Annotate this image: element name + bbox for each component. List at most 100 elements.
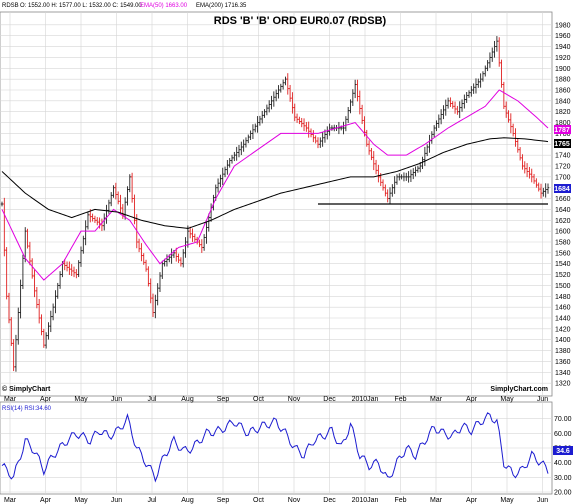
price-x-tick-label: Mar — [4, 396, 17, 403]
ohlc-bar — [121, 204, 125, 219]
ohlc-bar — [291, 92, 294, 114]
price-tick-label: 1340 — [555, 370, 571, 377]
price-tick-label: 1960 — [555, 33, 571, 40]
rsi-x-tick-label: May — [500, 497, 514, 504]
ohlc-bar — [442, 105, 445, 120]
ohlc-bar — [14, 334, 18, 372]
ohlc-bar — [511, 123, 515, 137]
ohlc-bar — [42, 328, 46, 348]
ohlc-bar — [274, 89, 278, 102]
price-tick-label: 1920 — [555, 55, 571, 62]
ohlc-bar — [72, 266, 76, 278]
ohlc-bar — [261, 110, 264, 124]
price-tick-label: 1980 — [555, 22, 571, 29]
ohlc-bar — [384, 184, 387, 197]
ohlc-bar — [26, 228, 29, 249]
ema200-value-box — [554, 139, 571, 148]
ohlc-bar — [226, 160, 229, 175]
ema50-value-box — [554, 125, 571, 134]
ohlc-bar — [193, 233, 197, 243]
rsi-tick-label: 40.00 — [554, 460, 572, 467]
ohlc-bar — [321, 132, 324, 147]
ohlc-bar — [342, 121, 345, 135]
ohlc-bar — [58, 271, 62, 289]
ohlc-bar — [470, 86, 473, 97]
ohlc-bar — [233, 151, 236, 162]
price-x-tick-label: Jun — [537, 396, 548, 403]
ohlc-bar — [242, 139, 245, 152]
ohlc-bar — [432, 125, 436, 138]
ohlc-bar — [539, 183, 543, 199]
ohlc-bars — [0, 36, 550, 372]
ohlc-bar — [219, 174, 222, 188]
price-x-tick-label: Apr — [466, 396, 478, 403]
chart-title: RDS 'B' 'B' ORD EUR0.07 (RDSB) — [214, 15, 387, 27]
price-tick-label: 1940 — [555, 44, 571, 51]
rsi-x-tick-label: 2010Jan — [352, 497, 379, 504]
ohlc-bar — [486, 60, 489, 72]
ohlc-bar — [319, 137, 322, 148]
ohlc-bar — [156, 283, 159, 306]
ohlc-bar — [235, 146, 238, 161]
rsi-x-tick-label: Feb — [394, 497, 406, 504]
ohlc-bar — [346, 106, 350, 123]
ohlc-bar — [3, 197, 6, 257]
ohlc-bar — [414, 166, 417, 177]
ohlc-bar — [91, 213, 94, 222]
ohlc-bar — [114, 182, 118, 200]
ohlc-bar — [398, 173, 401, 181]
ohlc-bar — [300, 117, 303, 128]
rsi-tick-label: 70.00 — [554, 416, 572, 423]
ohlc-bar — [284, 76, 287, 86]
ohlc-bar — [96, 217, 99, 226]
ohlc-bar — [17, 307, 20, 345]
ohlc-bar — [386, 189, 389, 203]
ohlc-bar — [542, 187, 545, 197]
rsi-x-tick-label: Apr — [466, 497, 478, 504]
ohlc-bar — [84, 220, 87, 246]
ohlc-bar — [191, 228, 194, 242]
ohlc-bar — [451, 101, 454, 109]
ohlc-bar — [33, 269, 36, 298]
ohlc-bar — [446, 97, 450, 109]
ohlc-bar — [405, 172, 408, 181]
price-tick-label: 1880 — [555, 77, 571, 84]
ohlc-bar — [244, 137, 248, 148]
ohlc-bar — [535, 178, 538, 188]
ohlc-bar — [437, 114, 440, 128]
ohlc-bar — [532, 173, 536, 184]
ohlc-bar — [205, 221, 208, 244]
price-tick-label: 1420 — [555, 326, 571, 333]
price-x-tick-label: 2010Jan — [352, 396, 379, 403]
ohlc-bar — [0, 201, 4, 207]
header-ema200: EMA(200) 1716.35 — [196, 3, 247, 9]
ohlc-bar — [258, 115, 262, 126]
ohlc-bar — [453, 101, 457, 114]
ohlc-bar — [65, 261, 69, 272]
watermark-left: © SimplyChart — [2, 385, 51, 393]
price-x-tick-label: Oct — [253, 396, 264, 403]
ohlc-bar — [344, 116, 348, 132]
last-price-label: 1684 — [554, 186, 570, 193]
ohlc-bar — [377, 164, 380, 183]
ohlc-bar — [491, 47, 494, 62]
ohlc-bar — [307, 121, 310, 138]
ohlc-bar — [126, 186, 129, 206]
price-tick-label: 1380 — [555, 348, 571, 355]
price-x-tick-label: Nov — [288, 396, 301, 403]
ohlc-bar — [7, 292, 11, 324]
ohlc-bar — [372, 151, 375, 171]
ohlc-bar — [140, 243, 143, 262]
ohlc-bar — [351, 89, 355, 106]
ohlc-bar — [54, 290, 57, 314]
ohlc-bar — [305, 122, 308, 132]
price-tick-label: 1460 — [555, 305, 571, 312]
ohlc-bar — [75, 269, 78, 279]
ohlc-bar — [421, 156, 424, 169]
ohlc-bar — [37, 299, 41, 324]
ohlc-bar — [467, 90, 471, 98]
ohlc-bar — [202, 234, 206, 251]
price-x-tick-label: May — [74, 396, 88, 403]
ohlc-bar — [44, 332, 48, 349]
ohlc-bar — [488, 52, 492, 68]
